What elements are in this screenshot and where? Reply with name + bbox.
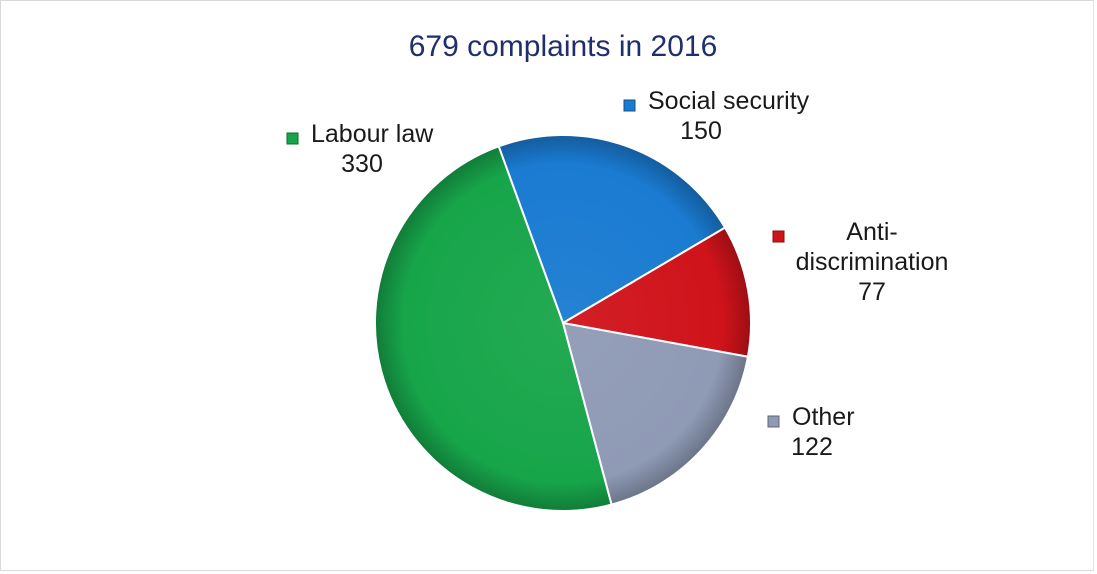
data-label-name-social-security: Social security: [648, 87, 810, 115]
data-label-value-labour-law: 330: [341, 150, 383, 178]
pie-slice-social-security: [497, 134, 727, 324]
label-marker-labour-law: [286, 132, 299, 145]
pie-slice-anti-discrimination: [562, 226, 752, 358]
data-label-name-anti-discrimination-2: discrimination: [796, 248, 949, 276]
data-label-value-social-security: 150: [680, 117, 722, 145]
data-label-name-anti-discrimination-1: Anti-: [846, 218, 897, 246]
chart-title: 679 complaints in 2016: [409, 30, 718, 63]
label-marker-social-security: [623, 99, 636, 112]
data-label-value-anti-discrimination: 77: [858, 278, 886, 306]
data-label-name-other: Other: [792, 403, 855, 431]
label-marker-anti-discrimination: [772, 230, 785, 243]
data-label-name-labour-law: Labour law: [311, 120, 434, 148]
data-label-value-other: 122: [791, 433, 833, 461]
label-marker-other: [767, 415, 780, 428]
pie-slices: [374, 134, 752, 512]
pie-slice-other: [562, 322, 749, 506]
pie-slice-labour-law: [374, 145, 613, 512]
